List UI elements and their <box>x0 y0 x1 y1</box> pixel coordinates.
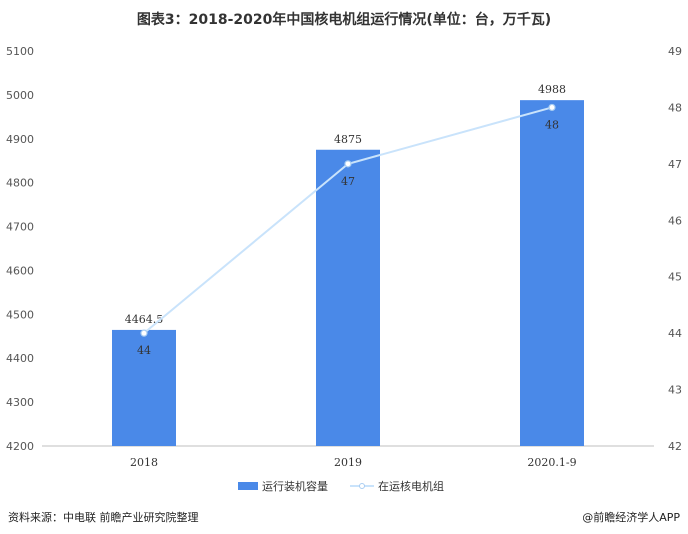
y-left-tick-label: 4300 <box>6 396 34 409</box>
y-right-tick-label: 48 <box>668 101 682 114</box>
legend-marker <box>359 483 365 489</box>
y-left-tick-label: 5000 <box>6 89 34 102</box>
y-left-tick-label: 4700 <box>6 221 34 234</box>
y-right-tick-label: 47 <box>668 158 682 171</box>
x-tick-label: 2018 <box>130 456 158 469</box>
line-value-label: 44 <box>137 344 151 357</box>
bar-value-label: 4464.5 <box>125 313 164 326</box>
y-right-tick-label: 44 <box>668 327 682 340</box>
line-point <box>344 160 352 168</box>
y-right-tick-label: 43 <box>668 384 682 397</box>
legend: 运行装机容量 在运核电机组 <box>238 479 444 493</box>
bar-value-label: 4988 <box>538 83 566 96</box>
bar <box>316 149 380 446</box>
legend-swatch-bar <box>238 482 258 490</box>
legend-label: 在运核电机组 <box>378 479 444 493</box>
line-point <box>548 103 556 112</box>
y-left-tick-label: 4500 <box>6 308 34 321</box>
y-left-tick-label: 4600 <box>6 264 34 277</box>
y-right-tick-label: 49 <box>668 45 682 58</box>
source-note: 资料来源：中电联 前瞻产业研究院整理 <box>8 511 199 524</box>
chart-title: 图表3：2018-2020年中国核电机组运行情况(单位：台，万千瓦) <box>136 12 552 28</box>
y-right-tick-label: 45 <box>668 271 682 284</box>
line-series: 44 47 48 <box>137 103 559 357</box>
y-axis-right: 49 48 47 46 45 44 43 42 <box>668 45 682 453</box>
y-right-tick-label: 42 <box>668 440 682 453</box>
y-right-tick-label: 46 <box>668 214 682 227</box>
y-left-tick-label: 4800 <box>6 177 34 190</box>
legend-label: 运行装机容量 <box>262 479 328 493</box>
bar <box>520 100 584 447</box>
brand-credit: @前瞻经济学人APP <box>582 511 680 524</box>
y-axis-left: 5100 5000 4900 4800 4700 4600 4500 4400 4300 4200 <box>6 45 34 453</box>
y-left-tick-label: 4200 <box>6 440 34 453</box>
line-value-label: 47 <box>341 175 355 188</box>
bar <box>112 329 176 446</box>
bar-series: 4464.5 4875 4988 <box>112 83 584 447</box>
x-tick-label: 2019 <box>334 456 362 469</box>
x-axis: 2018 2019 2020.1-9 <box>130 456 577 469</box>
y-left-tick-label: 4400 <box>6 352 34 365</box>
y-left-tick-label: 4900 <box>6 133 34 146</box>
line-value-label: 48 <box>545 118 559 131</box>
y-left-tick-label: 5100 <box>6 45 34 58</box>
bar-value-label: 4875 <box>334 133 362 146</box>
line-point <box>140 329 148 337</box>
x-tick-label: 2020.1-9 <box>527 456 576 469</box>
